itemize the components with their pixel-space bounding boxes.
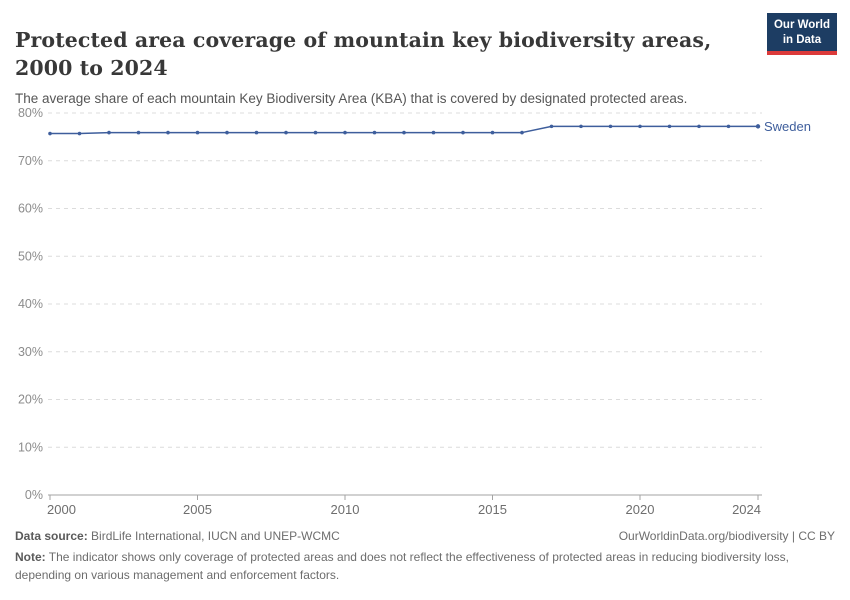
data-point [372,130,377,135]
data-point [549,124,554,129]
data-point [48,131,52,136]
data-point [313,130,318,135]
x-tick-label: 2024 [732,502,761,517]
data-point [166,130,170,135]
series-end-marker [755,124,761,129]
data-point [136,130,141,135]
data-point [697,124,701,129]
line-chart: 0% 10% 20% 30% 40% 50% 60% 70% 80% 2000 2005 2010 20… [18,106,811,517]
x-tick-label: 2005 [183,502,212,517]
data-point [225,130,229,135]
y-tick-label: 30% [18,345,43,359]
x-tick-label: 2000 [47,502,76,517]
data-point [343,130,347,135]
x-tick-label: 2020 [626,502,655,517]
owid-license-link[interactable]: OurWorldinData.org/biodiversity | CC BY [618,529,835,543]
data-point [77,131,82,136]
data-point [726,124,731,129]
owid-logo-line2: in Data [782,33,822,46]
data-point [608,124,613,129]
page-title: Protected area coverage of mountain key … [15,27,712,81]
y-tick-label: 70% [18,154,43,168]
data-source-value: BirdLife International, IUCN and UNEP-WC… [87,529,340,543]
x-tick-label: 2015 [478,502,507,517]
chart-note: Note: The indicator shows only coverage … [15,548,835,584]
data-point [431,130,436,135]
note-value: The indicator shows only coverage of pro… [15,550,789,582]
y-tick-label: 10% [18,440,43,454]
data-point [284,130,288,135]
data-point [461,130,465,135]
data-point [490,130,495,135]
y-tick-label: 60% [18,202,43,216]
data-point [579,124,583,129]
owid-logo[interactable]: Our World in Data [766,13,837,55]
y-tick-label: 50% [18,249,43,263]
series-end-label: Sweden [764,119,811,134]
data-source: Data source: BirdLife International, IUC… [15,529,340,543]
data-point [638,124,642,129]
y-tick-label: 80% [18,106,43,120]
data-point [402,130,406,135]
y-tick-label: 20% [18,393,43,407]
data-point [195,130,200,135]
y-tick-label: 40% [18,297,43,311]
data-point [667,124,672,129]
data-source-label: Data source: [15,529,88,543]
note-label: Note: [15,550,46,564]
y-tick-label: 0% [25,488,43,502]
x-tick-label: 2010 [331,502,360,517]
data-point [107,130,111,135]
chart-subtitle: The average share of each mountain Key B… [15,90,688,106]
data-point [520,130,524,135]
owid-logo-line1: Our World [773,19,830,31]
chart-footer: Data source: BirdLife International, IUC… [15,529,835,584]
data-point [254,130,259,135]
